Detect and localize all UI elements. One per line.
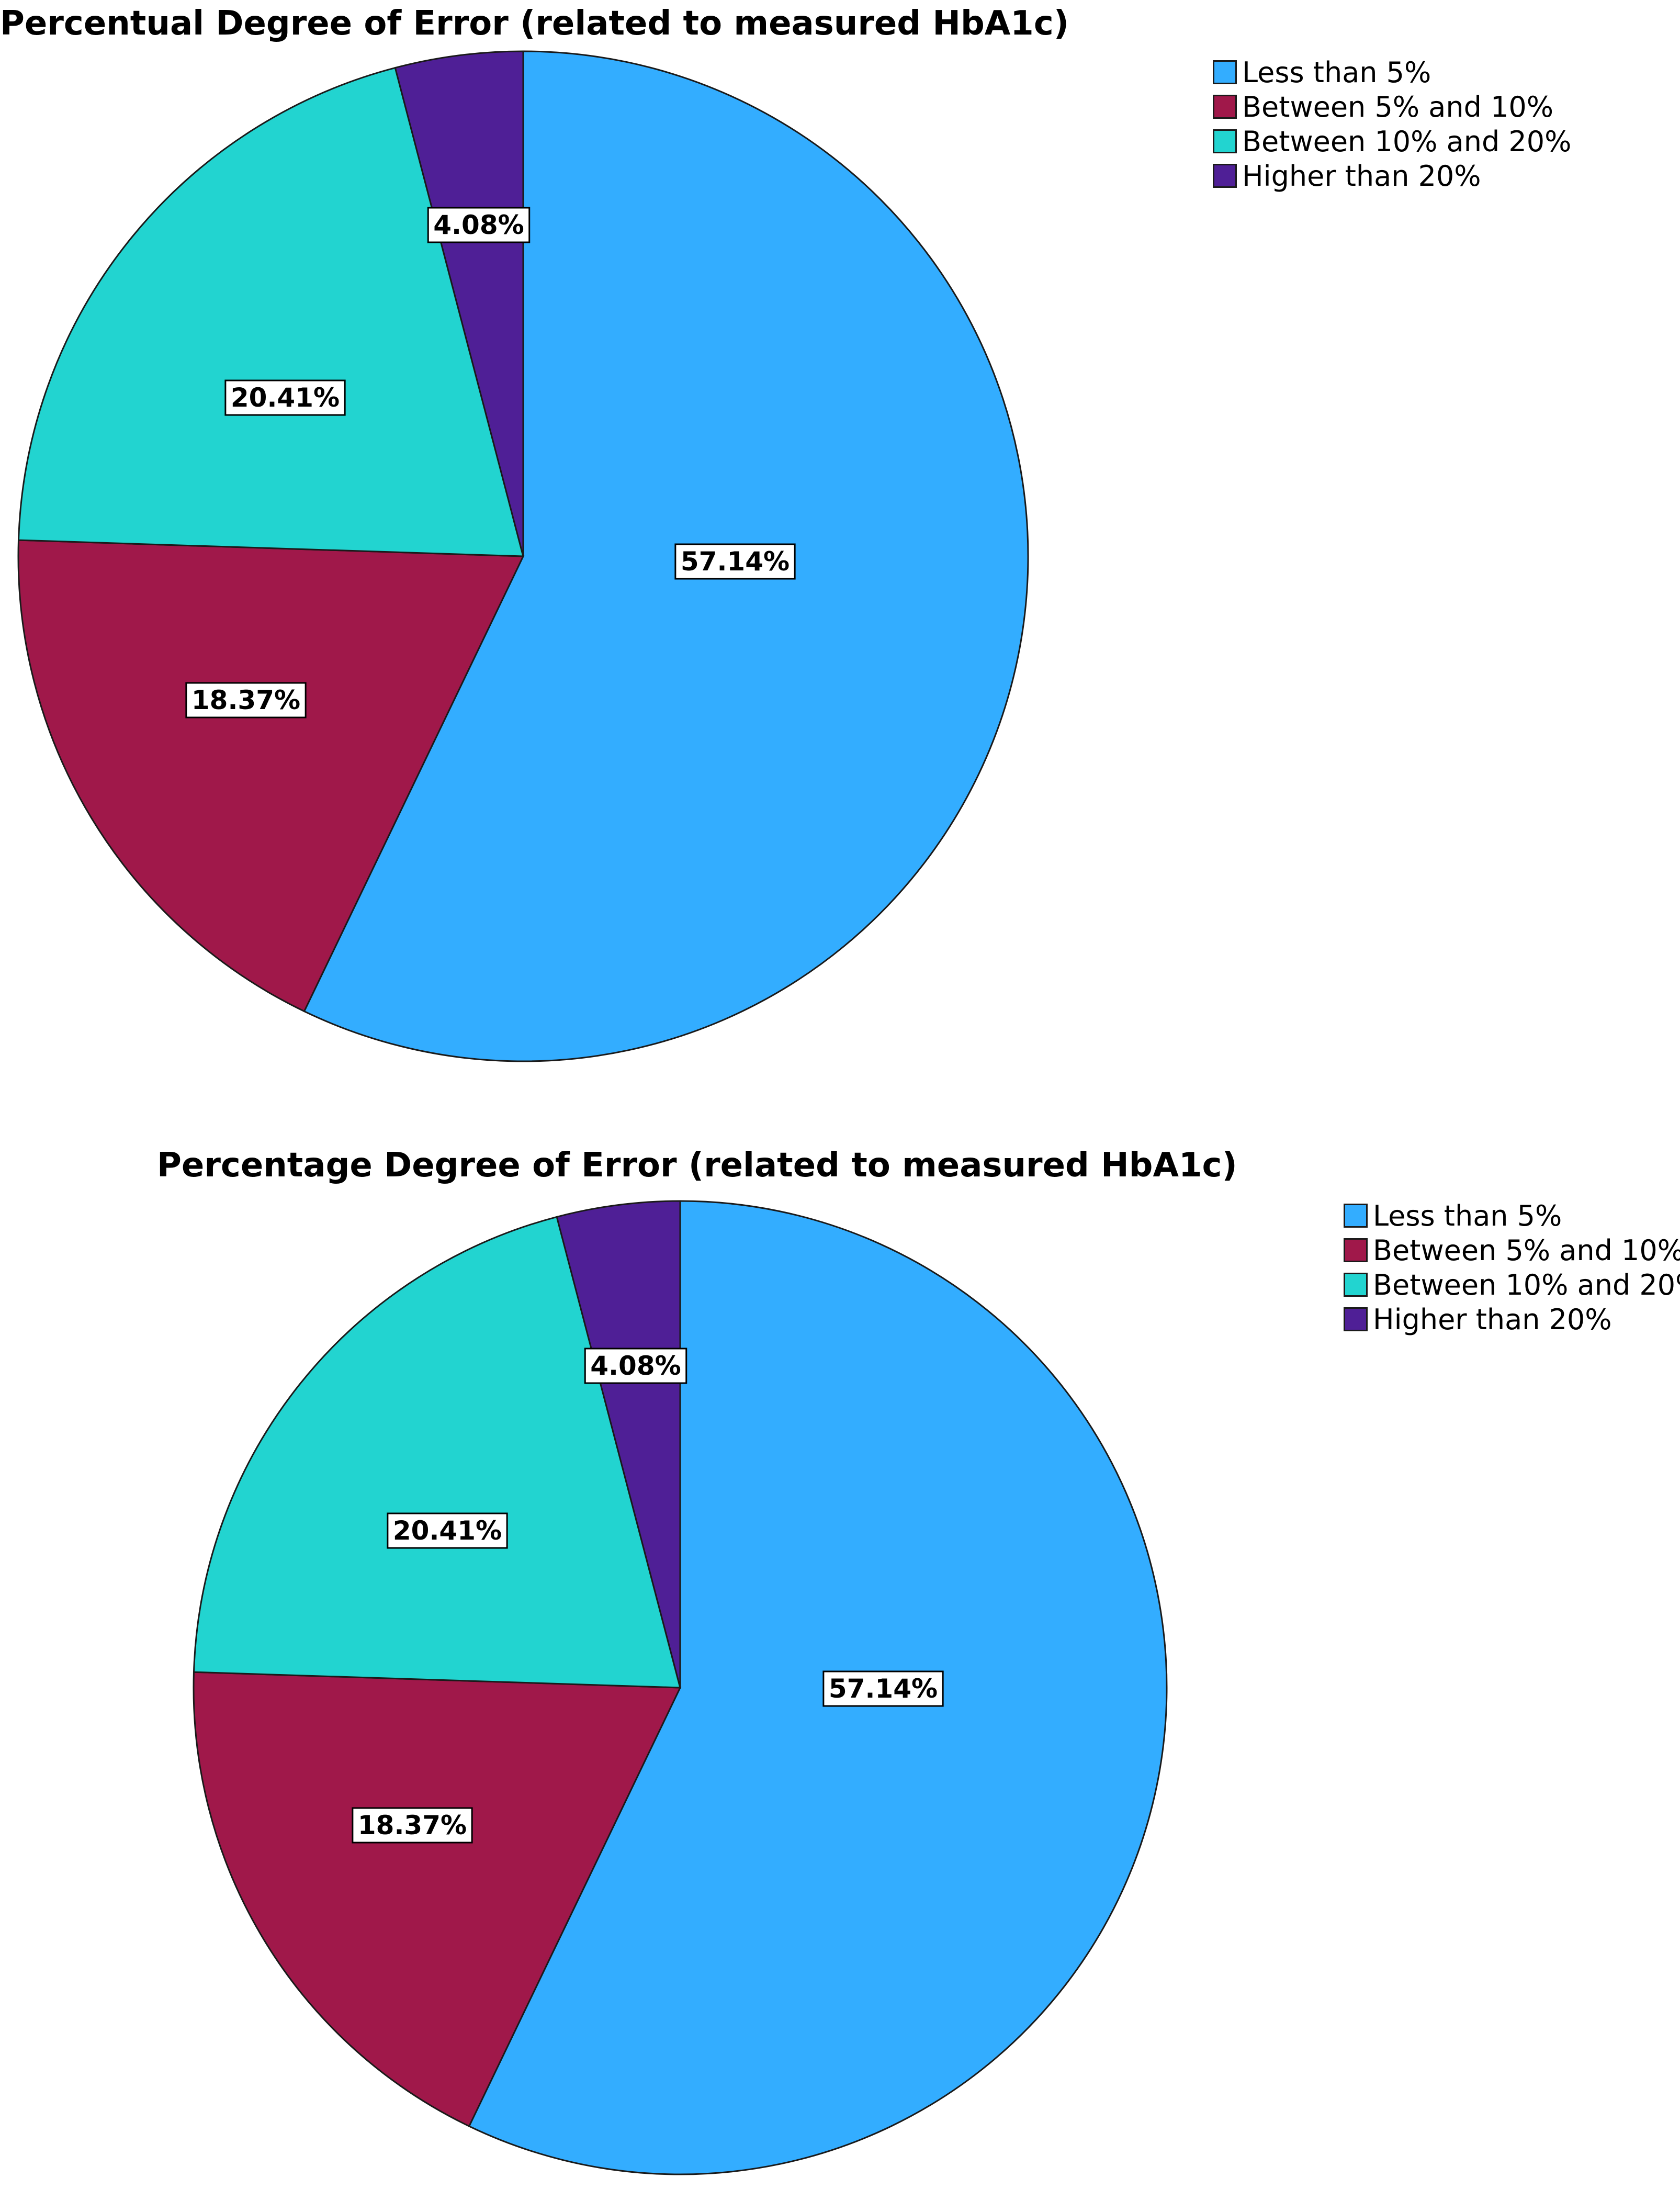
chart-1-legend-item-3: Between 10% and 20% [1213,124,1571,159]
chart-2-data-label-2: 18.37% [352,1807,473,1844]
svg-text:20.41%: 20.41% [393,1516,502,1546]
chart-2-legend-label-1: Less than 5% [1373,1199,1562,1232]
chart-1-title: Percentual Degree of Error (related to m… [0,4,1069,43]
svg-text:18.37%: 18.37% [191,685,300,715]
svg-text:4.08%: 4.08% [433,210,524,240]
chart-1-legend-swatch-4 [1213,164,1237,188]
chart-1-legend-swatch-1 [1213,60,1237,84]
chart-2-legend-label-3: Between 10% and 20% [1373,1268,1680,1301]
chart-1-pie: 57.14% 18.37% 20.41% 4.08% [17,50,1029,1062]
chart-1-legend-label-2: Between 5% and 10% [1242,90,1554,124]
chart-2-slice-2 [193,1671,682,2127]
chart-1-slice-2 [17,539,525,1013]
chart-2-legend-swatch-2 [1344,1238,1368,1262]
chart-1-data-label-4: 4.08% [427,207,531,243]
chart-1-legend-label-1: Less than 5% [1242,55,1431,89]
chart-1-legend: Less than 5% Between 5% and 10% Between 10… [1213,55,1571,193]
chart-2-legend-swatch-3 [1344,1273,1368,1297]
chart-2-title: Percentage Degree of Error (related to m… [157,1146,1237,1185]
chart-1-legend-swatch-3 [1213,129,1237,153]
chart-2-legend-label-4: Higher than 20% [1373,1303,1612,1336]
chart-2-data-label-1: 57.14% [822,1670,944,1707]
chart-1-legend-swatch-2 [1213,95,1237,119]
svg-text:4.08%: 4.08% [590,1351,681,1381]
chart-1-slice-3 [17,66,524,557]
chart-1-legend-label-4: Higher than 20% [1242,159,1481,193]
chart-2-legend-item-4: Higher than 20% [1344,1302,1680,1337]
chart-2-legend-item-1: Less than 5% [1344,1198,1680,1233]
chart-2-legend-label-2: Between 5% and 10% [1373,1233,1680,1267]
svg-text:20.41%: 20.41% [231,383,340,413]
chart-2-legend-swatch-4 [1344,1307,1368,1331]
chart-1-legend-label-3: Between 10% and 20% [1242,125,1572,158]
chart-1-legend-item-2: Between 5% and 10% [1213,89,1571,124]
chart-2-legend: Less than 5% Between 5% and 10% Between 10… [1344,1198,1680,1337]
chart-2-slice-1 [468,1200,1168,2175]
chart-2-legend-item-3: Between 10% and 20% [1344,1267,1680,1302]
chart-1-slice-1 [303,50,1029,1062]
chart-2-data-label-3: 20.41% [387,1512,508,1549]
svg-text:57.14%: 57.14% [681,546,790,577]
chart-2-slice-4 [556,1200,681,1688]
svg-text:57.14%: 57.14% [829,1674,938,1704]
chart-2-data-label-4: 4.08% [584,1348,687,1384]
chart-2-legend-swatch-1 [1344,1204,1368,1228]
chart-1-legend-item-4: Higher than 20% [1213,159,1571,193]
chart-1-data-label-2: 18.37% [185,682,307,719]
chart-2-slice-3 [193,1216,681,1689]
chart-1-legend-item-1: Less than 5% [1213,55,1571,89]
chart-1-data-label-1: 57.14% [674,543,796,580]
svg-text:18.37%: 18.37% [358,1810,467,1840]
chart-1-data-label-3: 20.41% [224,379,346,416]
chart-1-slice-4 [394,50,524,557]
chart-2-legend-item-2: Between 5% and 10% [1344,1233,1680,1267]
